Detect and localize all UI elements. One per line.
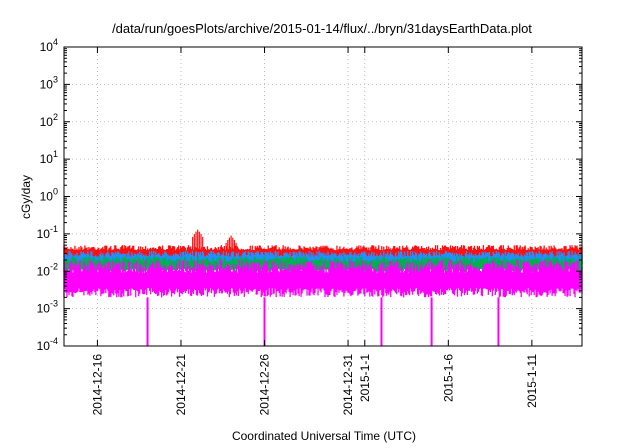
x-tick-label: 2015-1-1 xyxy=(358,354,372,402)
x-tick-label: 2015-1-6 xyxy=(441,354,455,402)
x-tick-label: 2015-1-11 xyxy=(525,354,539,408)
x-tick-label: 2014-12-26 xyxy=(258,354,272,416)
y-tick-label: 10-2 xyxy=(37,261,58,278)
y-tick-label: 100 xyxy=(40,187,58,204)
x-tick-label: 2014-12-16 xyxy=(90,354,104,416)
grid xyxy=(64,47,582,346)
y-tick-label: 101 xyxy=(40,149,58,166)
y-tick-label: 102 xyxy=(40,112,58,129)
series-layer xyxy=(63,229,583,346)
y-tick-label: 104 xyxy=(40,37,58,54)
y-tick-label: 10-3 xyxy=(37,299,58,316)
y-tick-label: 10-4 xyxy=(37,336,58,353)
y-axis-label: cGy/day xyxy=(19,175,33,219)
y-tick-label: 103 xyxy=(40,74,58,91)
x-tick-label: 2014-12-31 xyxy=(341,354,355,416)
ticks-layer: 10-4 10-3 10-2 10-1 100 101 102 103 104 2014-12-1… xyxy=(37,37,582,415)
x-axis-label: Coordinated Universal Time (UTC) xyxy=(232,429,416,443)
chart-title: /data/run/goesPlots/archive/2015-01-14/f… xyxy=(112,21,532,36)
y-tick-label: 10-1 xyxy=(37,224,58,241)
x-tick-label: 2014-12-21 xyxy=(174,354,188,416)
